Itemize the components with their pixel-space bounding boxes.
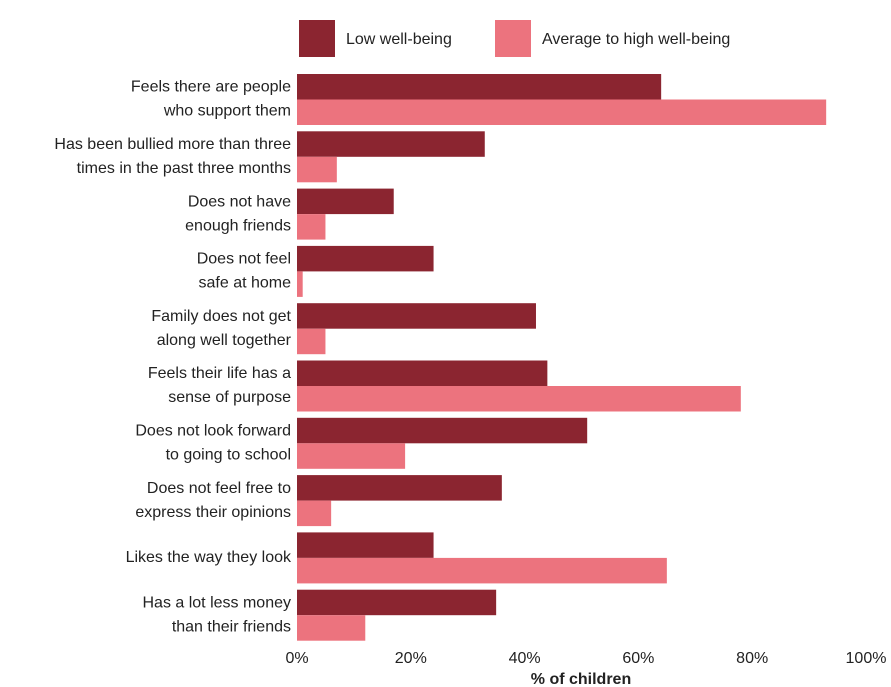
category-label: Does not feel free to (147, 480, 291, 497)
category-label: Has a lot less money (142, 594, 291, 611)
bar (297, 360, 548, 386)
category-label: than their friends (172, 618, 291, 635)
legend-swatch (299, 20, 335, 57)
category-label: to going to school (166, 447, 291, 464)
bar (297, 303, 536, 329)
legend-swatch (495, 20, 531, 57)
x-tick-label: 0% (285, 650, 308, 667)
legend-label: Low well-being (346, 31, 452, 48)
category-label: along well together (157, 332, 292, 349)
x-tick-label: 80% (736, 650, 768, 667)
category-label: enough friends (185, 217, 291, 234)
category-label: Feels their life has a (148, 365, 291, 382)
bar (297, 615, 366, 641)
bar (297, 532, 434, 558)
x-tick-label: 40% (509, 650, 541, 667)
category-label: Family does not get (151, 308, 291, 325)
category-label: Does not look forward (135, 423, 291, 440)
category-label: safe at home (199, 275, 292, 292)
category-label: express their opinions (135, 504, 291, 521)
bar (297, 99, 827, 125)
category-label: Likes the way they look (126, 549, 292, 566)
bar (297, 475, 502, 501)
bar (297, 74, 662, 100)
bar (297, 443, 406, 469)
bar (297, 271, 303, 297)
bar (297, 417, 588, 444)
bar (297, 131, 485, 157)
x-tick-label: 100% (846, 650, 887, 667)
bar (297, 328, 326, 355)
category-label: Does not feel (197, 251, 291, 268)
bar (297, 156, 337, 183)
bar (297, 589, 497, 616)
category-label: Has been bullied more than three (54, 136, 291, 153)
bar (297, 386, 741, 412)
category-label: times in the past three months (77, 160, 291, 177)
legend-label: Average to high well-being (542, 31, 730, 48)
bar (297, 500, 332, 527)
x-tick-label: 60% (622, 650, 654, 667)
category-label: who support them (163, 103, 291, 120)
category-label: sense of purpose (168, 389, 291, 406)
category-label: Does not have (188, 193, 291, 210)
bar (297, 245, 434, 272)
x-tick-label: 20% (395, 650, 427, 667)
bar (297, 188, 394, 215)
category-label: Feels there are people (131, 79, 291, 96)
bar (297, 557, 667, 584)
x-axis-label: % of children (531, 671, 631, 687)
bar (297, 214, 326, 240)
